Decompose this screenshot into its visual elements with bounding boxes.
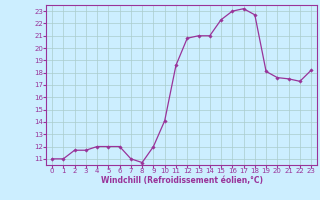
X-axis label: Windchill (Refroidissement éolien,°C): Windchill (Refroidissement éolien,°C) [100, 176, 263, 185]
